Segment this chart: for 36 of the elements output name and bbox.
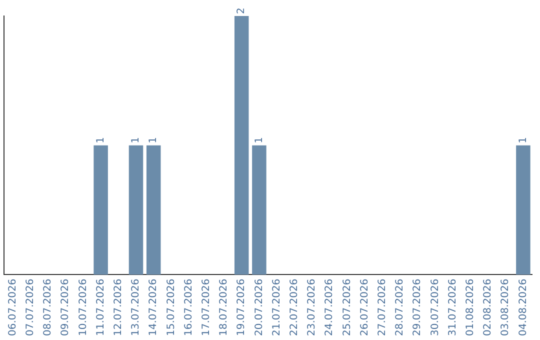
x-tick-label: 29.07.2026 [412,278,424,336]
data-label: 1 [148,136,160,144]
x-tick-label: 31.07.2026 [447,278,458,336]
x-tick-label: 21.07.2026 [271,278,282,336]
x-tick-label: 15.07.2026 [166,278,177,336]
x-tick-label: 08.07.2026 [42,278,54,336]
x-tick-label: 09.07.2026 [60,278,72,336]
data-label: 2 [236,8,248,14]
x-tick-label: 22.07.2026 [288,278,300,336]
x-tick-label: 12.07.2026 [112,278,124,336]
x-tick-label: 19.07.2026 [236,278,248,336]
x-tick-label: 11.07.2026 [95,278,106,336]
data-label: 1 [518,136,529,144]
x-tick-label: 26.07.2026 [359,278,370,336]
x-tick-label: 23.07.2026 [306,278,318,336]
data-label: 1 [130,136,142,144]
x-tick-label: 18.07.2026 [218,278,230,336]
x-tick-label: 17.07.2026 [200,278,212,336]
x-tick-label: 16.07.2026 [183,278,194,336]
x-tick-label: 04.08.2026 [518,278,529,336]
x-tick-label: 25.07.2026 [342,278,353,336]
x-tick-label: 10.07.2026 [78,278,89,336]
x-tick-label: 06.07.2026 [7,278,18,336]
x-tick-label: 02.08.2026 [482,278,494,336]
x-tick-label: 30.07.2026 [430,278,441,336]
x-tick-label: 01.08.2026 [464,278,476,336]
x-tick-label: 07.07.2026 [24,278,36,336]
x-tick-label: 28.07.2026 [394,278,406,336]
x-tick-label: 20.07.2026 [254,278,265,336]
data-label: 1 [254,136,265,144]
x-tick-label: 24.07.2026 [324,278,336,336]
x-tick-label: 03.08.2026 [500,278,512,336]
x-tick-label: 27.07.2026 [376,278,388,336]
x-tick-label: 13.07.2026 [130,278,142,336]
x-tick-label: 14.07.2026 [148,278,160,336]
data-label: 1 [95,136,106,144]
